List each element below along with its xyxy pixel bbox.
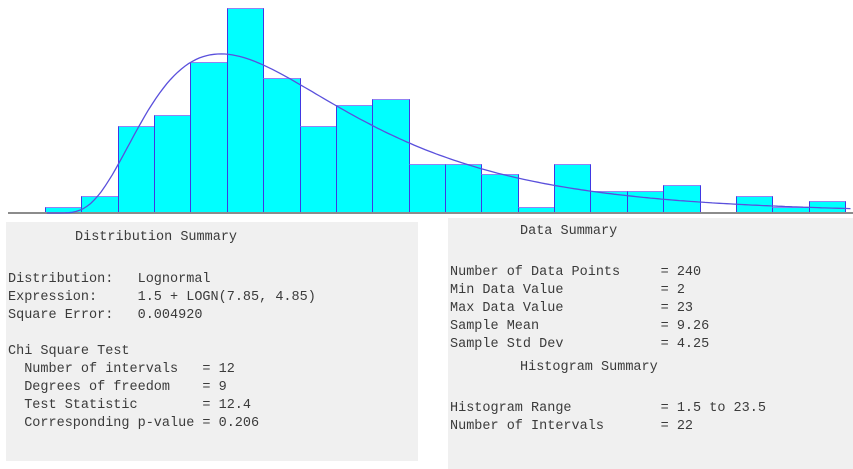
histogram-chart [0,0,853,216]
histogram-bar [627,191,664,212]
histogram-summary-block: Histogram Range = 1.5 to 23.5 Number of I… [448,400,853,436]
row-value: 1.5 + LOGN(7.85, 4.85) [137,290,316,305]
row-label: Number of intervals [24,362,179,377]
row-value: = 0.206 [202,416,260,431]
summary-row: Number of intervals = 12 [6,361,418,379]
row-label: Number of Data Points [450,265,621,280]
histogram-bar [409,164,446,212]
summary-row: Min Data Value = 2 [448,282,853,300]
row-value: = 1.5 to 23.5 [660,401,766,416]
row-label: Expression: [8,290,98,305]
data-summary-title: Data Summary [520,224,618,239]
histogram-bar [118,126,155,212]
histogram-bar [300,126,337,212]
row-value: = 23 [660,301,694,316]
summary-row: Expression: 1.5 + LOGN(7.85, 4.85) [6,289,418,307]
row-value: = 4.25 [660,337,710,352]
row-label: Distribution: [8,272,114,287]
histogram-summary-title: Histogram Summary [520,360,658,375]
row-label: Number of Intervals [450,419,604,434]
row-label: Histogram Range [450,401,572,416]
row-label: Corresponding p-value [24,416,195,431]
histogram-bar [663,185,701,212]
histogram-bar [81,196,119,212]
row-value: Lognormal [137,272,211,287]
histogram-bar [445,164,482,212]
histogram-bar [481,174,519,212]
summary-row: Histogram Range = 1.5 to 23.5 [448,400,853,418]
summary-row: Max Data Value = 23 [448,300,853,318]
row-value: = 22 [660,419,694,434]
summary-row: Test Statistic = 12.4 [6,397,418,415]
histogram-bar [190,62,228,212]
data-summary-panel: Data Summary Number of Data Points = 240 … [448,218,853,469]
distribution-summary-title: Distribution Summary [75,230,238,245]
row-label: Sample Mean [450,319,540,334]
histogram-bar [590,191,628,212]
summary-row: Number of Intervals = 22 [448,418,853,436]
chi-square-heading: Chi Square Test [8,344,130,359]
row-value: = 2 [660,283,685,298]
summary-row: Sample Mean = 9.26 [448,318,853,336]
row-value: = 240 [660,265,702,280]
histogram-bar [372,99,410,212]
row-label: Sample Std Dev [450,337,564,352]
row-value: 0.004920 [137,308,203,323]
distribution-summary-panel: Distribution Summary Distribution: Lognor… [6,222,418,461]
summary-row: Number of Data Points = 240 [448,264,853,282]
fit-info-block: Distribution: Lognormal Expression: 1.5 + … [6,271,418,325]
row-label: Square Error: [8,308,114,323]
histogram-bar [154,115,191,212]
summary-row: Distribution: Lognormal [6,271,418,289]
histogram-bar [736,196,773,212]
row-value: = 9 [202,380,227,395]
data-summary-block: Number of Data Points = 240 Min Data Valu… [448,264,853,354]
summary-row: Degrees of freedom = 9 [6,379,418,397]
histogram-bar [809,201,846,212]
summary-row: Corresponding p-value = 0.206 [6,415,418,433]
summary-row: Sample Std Dev = 4.25 [448,336,853,354]
row-value: = 12.4 [202,398,252,413]
chi-square-block: Chi Square Test Number of intervals = 12 … [6,343,418,433]
row-value: = 9.26 [660,319,710,334]
row-label: Degrees of freedom [24,380,171,395]
row-label: Min Data Value [450,283,564,298]
histogram-bar [336,105,373,212]
row-label: Max Data Value [450,301,564,316]
histogram-bar [227,8,264,212]
histogram-bar [554,164,591,212]
histogram-bar [263,78,301,212]
summary-row: Square Error: 0.004920 [6,307,418,325]
row-value: = 12 [202,362,235,377]
row-label: Test Statistic [24,398,138,413]
x-axis-line [8,212,853,214]
